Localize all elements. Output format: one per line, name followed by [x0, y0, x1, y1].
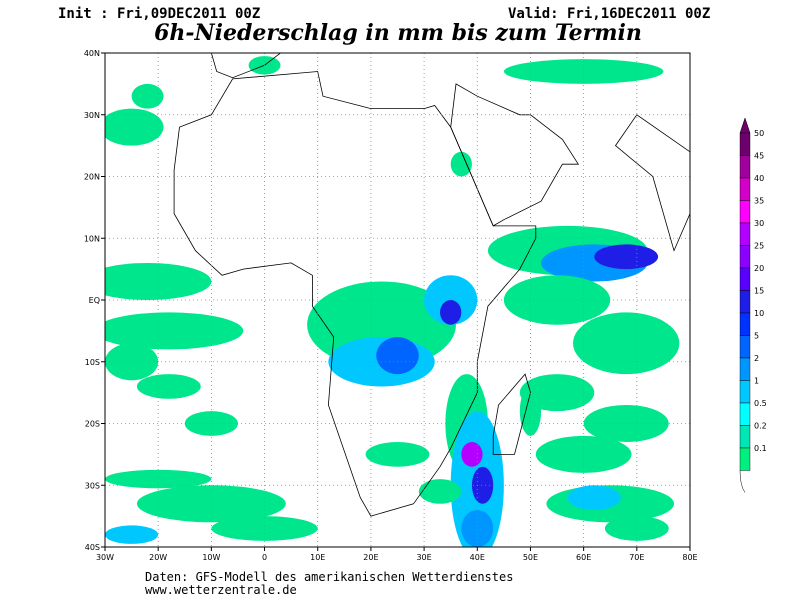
colorbar-bottom	[739, 470, 746, 493]
legend-label: 30	[754, 219, 764, 228]
legend-label: 0.1	[754, 444, 767, 453]
precip-area	[211, 516, 318, 541]
legend-label: 1	[754, 377, 759, 386]
lon-label: 20E	[363, 553, 378, 562]
precip-area	[105, 469, 212, 489]
precip-area	[594, 244, 659, 270]
lat-label: 40S	[85, 543, 100, 552]
colorbar-segment	[739, 132, 751, 156]
precip-area	[131, 83, 164, 109]
legend-label: 50	[754, 129, 764, 138]
colorbar-segment	[739, 245, 751, 269]
colorbar-segment	[739, 177, 751, 201]
precip-area	[418, 479, 462, 504]
title: 6h-Niederschlag in mm bis zum Termin	[154, 20, 642, 46]
precip-area	[604, 516, 669, 541]
lon-label: 20W	[149, 553, 167, 562]
colorbar-segment	[739, 380, 751, 404]
lat-label: 20S	[85, 420, 100, 429]
init-time: Init : Fri,09DEC2011 00Z	[58, 6, 260, 22]
precip-area	[376, 337, 419, 375]
lon-label: 0	[262, 553, 267, 562]
coastline-madagascar	[492, 373, 531, 455]
legend-label: 25	[754, 242, 764, 251]
colorbar-segment	[739, 402, 751, 426]
coastline-india	[614, 114, 690, 252]
precip-area	[450, 151, 472, 177]
lat-label: 10S	[85, 358, 100, 367]
colorbar-segment	[739, 290, 751, 314]
precip-area	[105, 525, 159, 544]
lon-label: 30W	[96, 553, 114, 562]
precip-area	[184, 411, 238, 436]
lat-label: EQ	[89, 296, 100, 305]
precip-area	[105, 343, 159, 381]
legend-label: 45	[754, 152, 764, 161]
legend-label: 35	[754, 197, 764, 206]
lon-label: 30E	[416, 553, 431, 562]
footer-url: www.wetterzentrale.de	[145, 583, 297, 597]
legend-label: 15	[754, 287, 764, 296]
precip-area	[105, 108, 164, 146]
map-frame	[104, 52, 691, 548]
colorbar-segment	[739, 447, 751, 471]
colorbar-segment	[739, 357, 751, 381]
precip-area	[535, 435, 632, 473]
colorbar-segment	[739, 425, 751, 449]
precip-area	[461, 442, 483, 467]
legend-label: 5	[754, 332, 759, 341]
precip-area	[424, 275, 478, 325]
precip-area	[567, 485, 621, 510]
lat-label: 10N	[84, 234, 100, 243]
legend-label: 20	[754, 264, 764, 273]
precip-area	[105, 312, 244, 350]
precip-area	[365, 442, 430, 467]
lon-label: 70E	[629, 553, 644, 562]
colorbar-segment	[739, 155, 751, 179]
colorbar-segment	[739, 222, 751, 246]
colorbar-segment	[739, 267, 751, 291]
precip-area	[440, 300, 462, 325]
lon-label: 60E	[576, 553, 591, 562]
legend-label: 0.5	[754, 399, 767, 408]
legend-label: 10	[754, 309, 764, 318]
lat-label: 30N	[84, 111, 100, 120]
lon-label: 40E	[470, 553, 485, 562]
precip-area	[573, 312, 680, 375]
lat-label: 20N	[84, 173, 100, 182]
precip-area	[136, 374, 201, 399]
lon-label: 10E	[310, 553, 325, 562]
colorbar-segment	[739, 335, 751, 359]
precip-area	[471, 466, 494, 504]
lon-label: 50E	[523, 553, 538, 562]
legend-label: 40	[754, 174, 764, 183]
precip-area	[136, 485, 286, 523]
precip-area	[461, 509, 494, 547]
lat-label: 30S	[85, 481, 100, 490]
colorbar-segment	[739, 200, 751, 224]
colorbar-segment	[739, 312, 751, 336]
precip-area	[503, 59, 664, 84]
legend-label: 2	[754, 354, 759, 363]
lon-label: 80E	[682, 553, 697, 562]
coastline-arabia	[450, 83, 580, 227]
lat-label: 40N	[84, 49, 100, 58]
legend-label: 0.2	[754, 422, 767, 431]
precip-area	[583, 404, 669, 443]
lon-label: 10W	[202, 553, 220, 562]
coastline-iberia	[210, 53, 282, 79]
valid-time: Valid: Fri,16DEC2011 00Z	[508, 6, 710, 22]
footer-source: Daten: GFS-Modell des amerikanischen Wet…	[145, 570, 513, 584]
